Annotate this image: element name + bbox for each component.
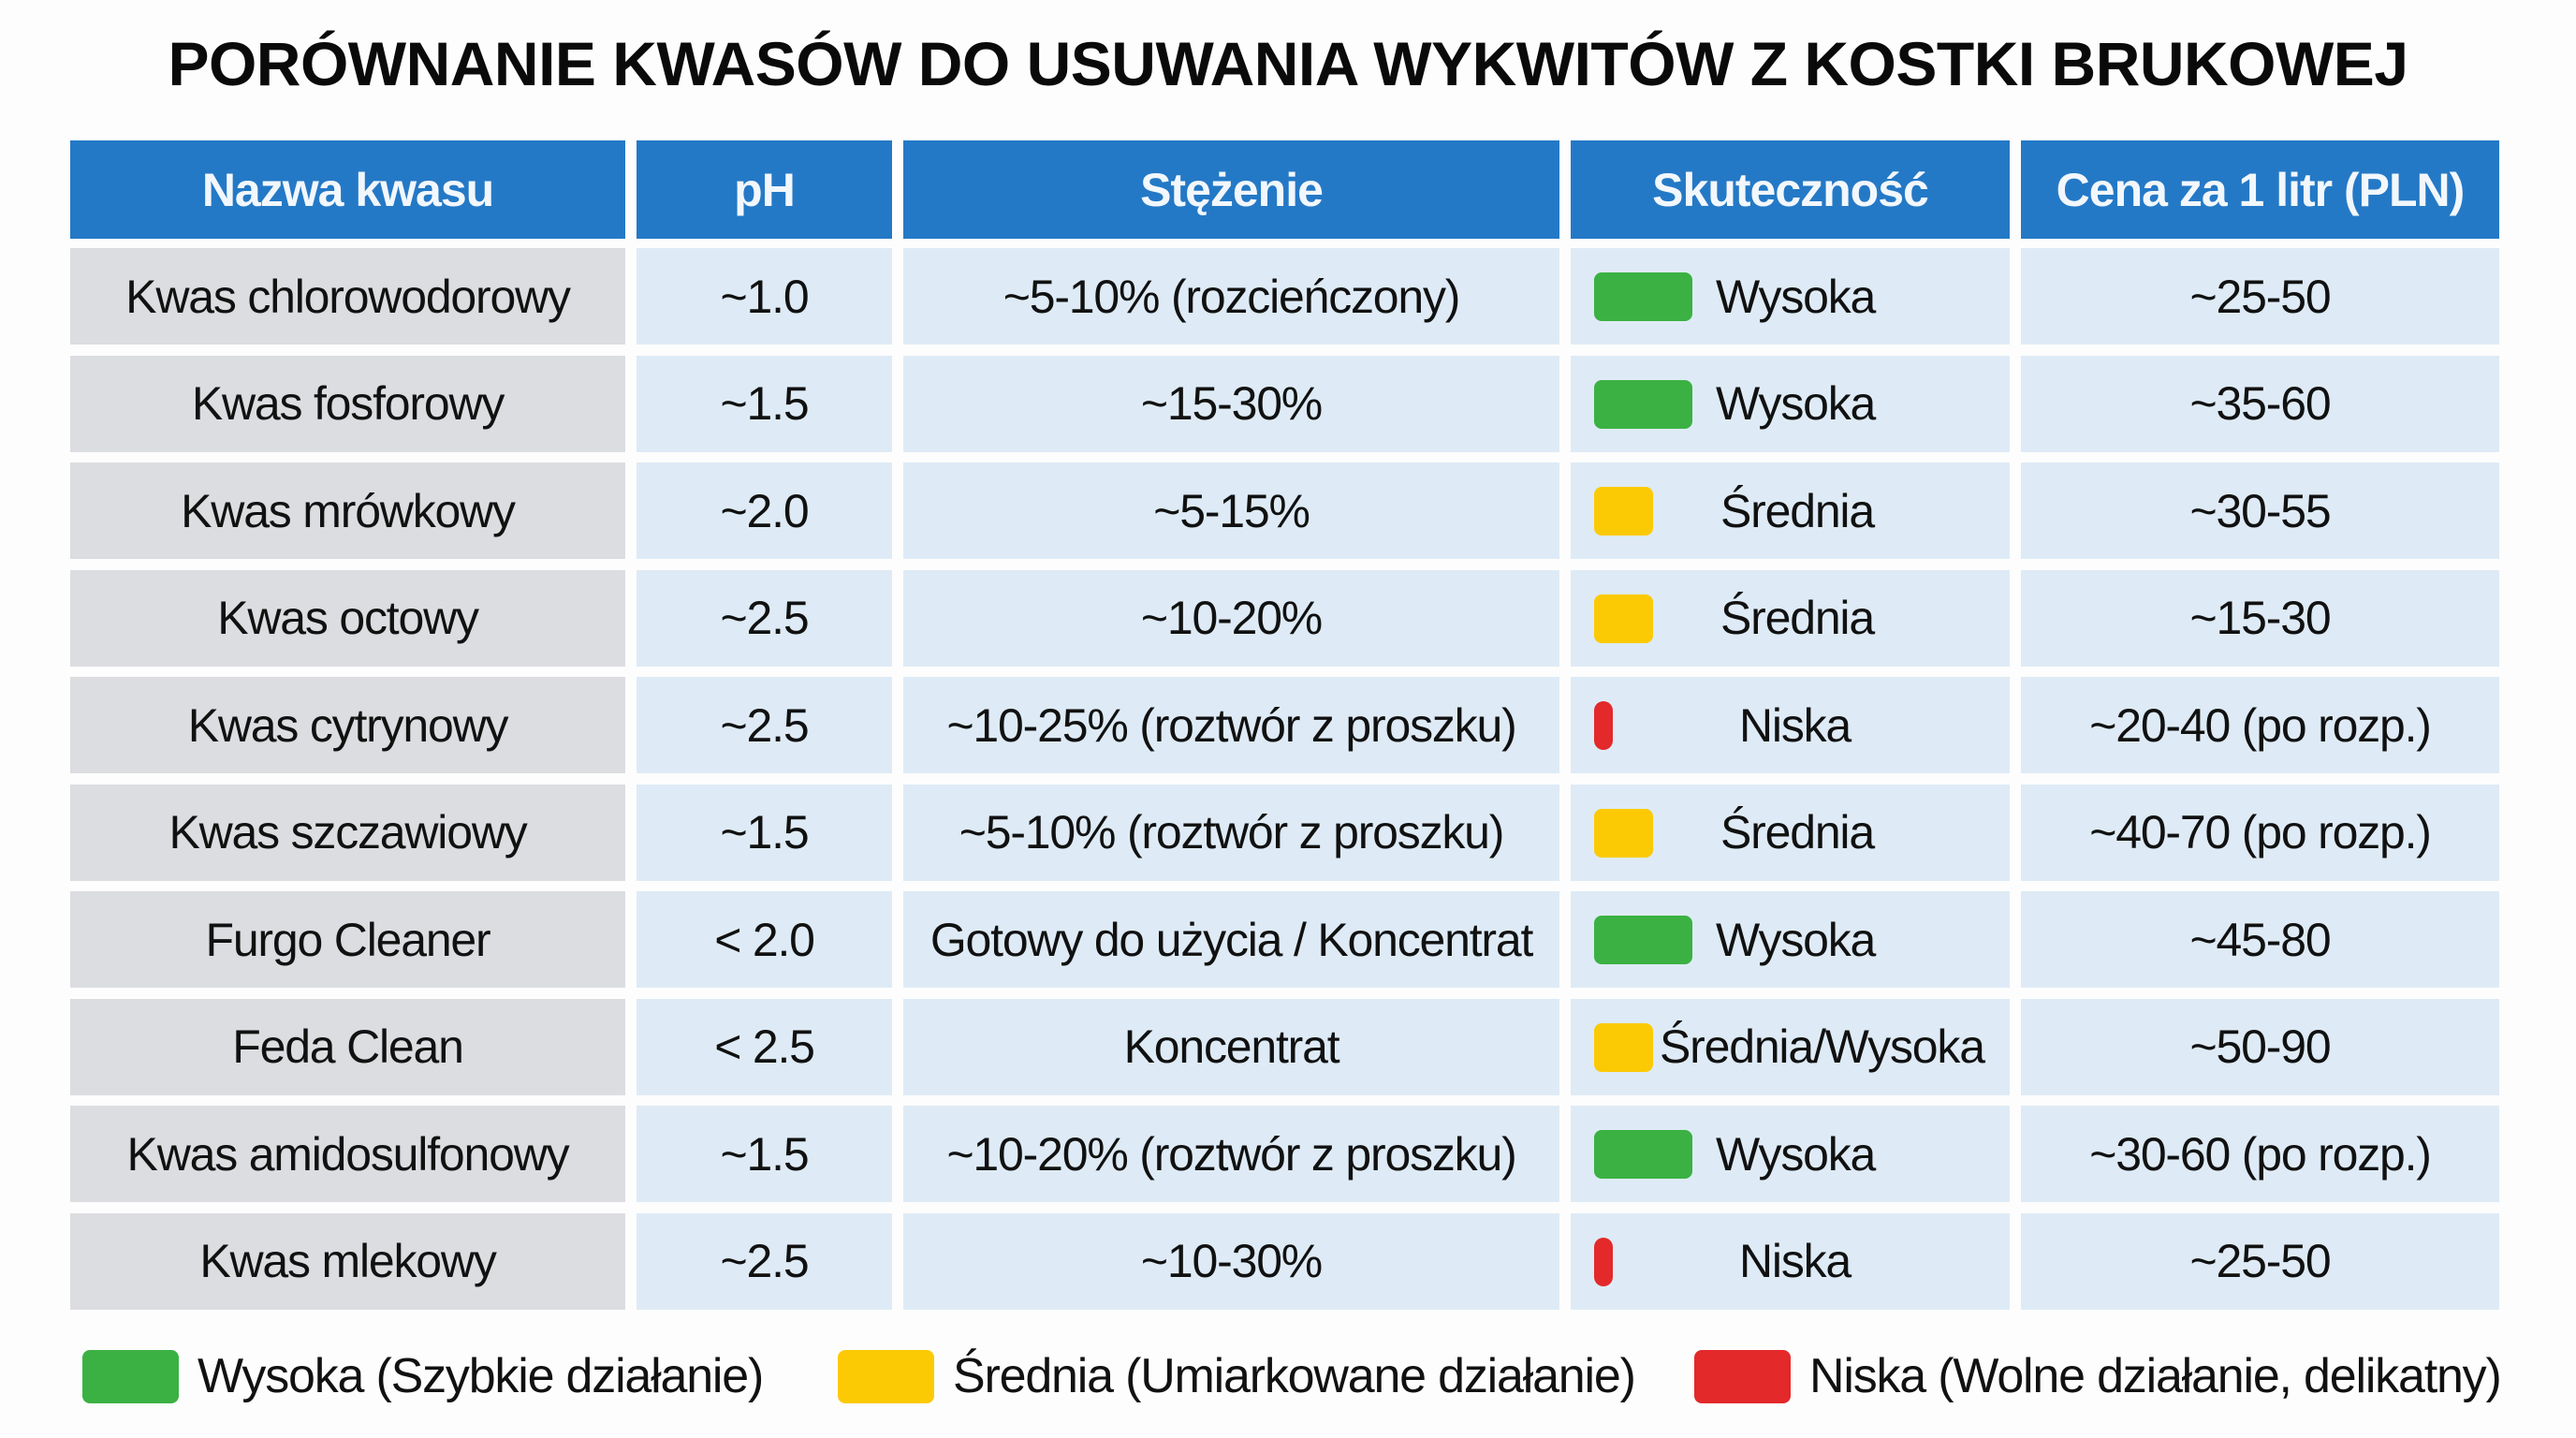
effectiveness-bar-icon	[1594, 1022, 1653, 1072]
effectiveness-bar-icon	[1594, 916, 1692, 964]
ph-value: ~1.5	[637, 784, 892, 881]
price-value: ~40-70 (po rozp.)	[2021, 784, 2499, 881]
ph-value: ~1.5	[637, 1106, 892, 1202]
effectiveness-label: Wysoka	[1716, 1127, 1876, 1181]
effectiveness-cell: Średnia/Wysoka	[1571, 998, 2010, 1095]
effectiveness-cell: Wysoka	[1571, 248, 2010, 345]
price-value: ~30-55	[2021, 462, 2499, 559]
price-value: ~15-30	[2021, 569, 2499, 667]
legend-label: Wysoka (Szybkie działanie)	[198, 1349, 764, 1403]
ph-value: ~2.5	[637, 1212, 892, 1310]
concentration-value: Gotowy do użycia / Koncentrat	[903, 891, 1559, 988]
legend: Wysoka (Szybkie działanie) Średnia (Umia…	[0, 1348, 2576, 1404]
acid-name: Kwas octowy	[70, 569, 625, 667]
effectiveness-bar-icon	[1594, 272, 1692, 321]
legend-label: Średnia (Umiarkowane działanie)	[953, 1349, 1636, 1403]
acid-name: Kwas mrówkowy	[70, 462, 625, 559]
acid-name: Kwas fosforowy	[70, 355, 625, 452]
yellow-swatch-icon	[838, 1349, 934, 1403]
acid-name: Kwas mlekowy	[70, 1212, 625, 1310]
legend-item-medium: Średnia (Umiarkowane działanie)	[838, 1348, 1636, 1404]
header-price: Cena za 1 litr (PLN)	[2021, 140, 2499, 239]
effectiveness-cell: Wysoka	[1571, 355, 2010, 452]
acid-name: Kwas cytrynowy	[70, 677, 625, 773]
legend-item-low: Niska (Wolne działanie, delikatny)	[1694, 1348, 2502, 1404]
effectiveness-cell: Wysoka	[1571, 1106, 2010, 1202]
price-value: ~25-50	[2021, 1212, 2499, 1310]
effectiveness-cell: Średnia	[1571, 784, 2010, 881]
price-value: ~35-60	[2021, 355, 2499, 452]
legend-label: Niska (Wolne działanie, delikatny)	[1809, 1349, 2502, 1403]
effectiveness-bar-icon	[1594, 1130, 1692, 1179]
concentration-value: ~15-30%	[903, 355, 1559, 452]
concentration-value: Koncentrat	[903, 998, 1559, 1095]
effectiveness-bar-icon	[1594, 594, 1653, 643]
page-title: PORÓWNANIE KWASÓW DO USUWANIA WYKWITÓW Z…	[168, 29, 2408, 98]
ph-value: ~1.5	[637, 355, 892, 452]
green-swatch-icon	[82, 1349, 179, 1403]
effectiveness-cell: Niska	[1571, 1212, 2010, 1310]
acid-name: Kwas amidosulfonowy	[70, 1106, 625, 1202]
legend-item-high: Wysoka (Szybkie działanie)	[82, 1348, 764, 1404]
ph-value: ~2.5	[637, 677, 892, 773]
price-value: ~30-60 (po rozp.)	[2021, 1106, 2499, 1202]
effectiveness-cell: Średnia	[1571, 462, 2010, 559]
concentration-value: ~10-30%	[903, 1212, 1559, 1310]
price-value: ~20-40 (po rozp.)	[2021, 677, 2499, 773]
effectiveness-label: Niska	[1739, 1235, 1852, 1287]
effectiveness-bar-icon	[1594, 379, 1692, 429]
header-concentration: Stężenie	[903, 140, 1559, 239]
price-value: ~25-50	[2021, 248, 2499, 345]
effectiveness-cell: Niska	[1571, 677, 2010, 773]
ph-value: < 2.0	[637, 891, 892, 988]
effectiveness-label: Niska	[1739, 698, 1852, 752]
effectiveness-bar-icon	[1594, 487, 1653, 536]
concentration-value: ~10-25% (roztwór z proszku)	[903, 677, 1559, 773]
price-value: ~45-80	[2021, 891, 2499, 988]
ph-value: ~2.0	[637, 462, 892, 559]
acid-name: Kwas chlorowodorowy	[70, 248, 625, 345]
ph-value: < 2.5	[637, 998, 892, 1095]
price-value: ~50-90	[2021, 998, 2499, 1095]
effectiveness-bar-icon	[1594, 808, 1653, 858]
effectiveness-label: Średnia	[1720, 484, 1875, 537]
effectiveness-label: Średnia/Wysoka	[1660, 1020, 1985, 1073]
effectiveness-label: Wysoka	[1716, 270, 1876, 323]
header-name: Nazwa kwasu	[70, 140, 625, 239]
effectiveness-label: Wysoka	[1716, 377, 1876, 430]
effectiveness-bar-icon	[1594, 701, 1613, 750]
ph-value: ~1.0	[637, 248, 892, 345]
concentration-value: ~10-20%	[903, 569, 1559, 667]
acid-name: Feda Clean	[70, 998, 625, 1095]
concentration-value: ~5-10% (rozcieńczony)	[903, 248, 1559, 345]
effectiveness-cell: Średnia	[1571, 569, 2010, 667]
ph-value: ~2.5	[637, 569, 892, 667]
concentration-value: ~5-15%	[903, 462, 1559, 559]
header-effectiveness: Skuteczność	[1571, 140, 2010, 239]
concentration-value: ~5-10% (roztwór z proszku)	[903, 784, 1559, 881]
effectiveness-label: Średnia	[1720, 806, 1875, 858]
header-ph: pH	[637, 140, 892, 239]
effectiveness-label: Średnia	[1720, 592, 1875, 644]
effectiveness-cell: Wysoka	[1571, 891, 2010, 988]
acid-name: Furgo Cleaner	[70, 891, 625, 988]
acid-name: Kwas szczawiowy	[70, 784, 625, 881]
effectiveness-label: Wysoka	[1716, 913, 1876, 966]
effectiveness-bar-icon	[1594, 1237, 1613, 1286]
red-swatch-icon	[1694, 1349, 1791, 1403]
concentration-value: ~10-20% (roztwór z proszku)	[903, 1106, 1559, 1202]
